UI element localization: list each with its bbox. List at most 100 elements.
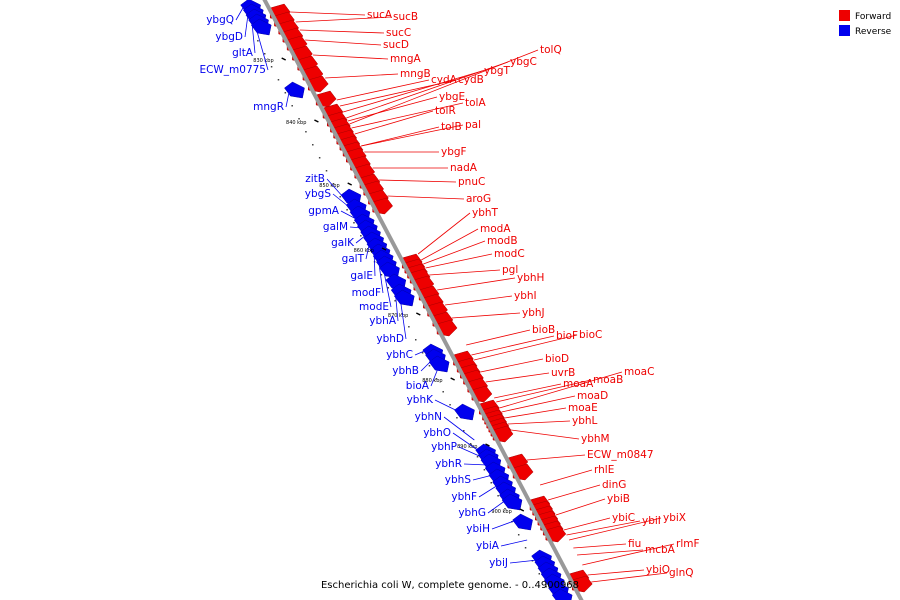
forward-gene-leader: [361, 124, 464, 147]
forward-gene-label: mngB: [400, 68, 431, 80]
forward-gene-leader: [379, 179, 457, 183]
scale-tick-label: 840 kbp: [286, 120, 306, 126]
reverse-gene-leader: [478, 484, 499, 498]
reverse-gene-label: ybhF: [451, 491, 477, 503]
scale-minor-dot: [270, 66, 273, 68]
reverse-gene-label: galE: [350, 270, 373, 282]
forward-gene-label: cydA: [431, 74, 458, 86]
scale-minor-dot: [353, 222, 355, 224]
forward-gene-label: ybgT: [484, 65, 511, 77]
scale-minor-dot: [449, 404, 451, 406]
scale-tick-label: 830 kbp: [253, 58, 273, 64]
reverse-gene-label: ybhS: [445, 474, 472, 486]
scale-tick-mark: [281, 57, 287, 61]
forward-gene-leader: [325, 73, 399, 79]
scale-minor-dot: [517, 534, 520, 536]
reverse-gene-leader: [443, 416, 475, 441]
scale-minor-dot: [442, 391, 444, 393]
reverse-gene-label: ECW_m0775: [199, 64, 266, 76]
reverse-gene-label: ybhN: [415, 411, 442, 423]
reverse-gene-leader: [500, 539, 528, 547]
reverse-gene-leader: [420, 359, 433, 372]
forward-gene-leader: [417, 212, 471, 255]
reverse-gene-label: ybgD: [215, 31, 243, 43]
forward-gene-leader: [336, 79, 430, 101]
reverse-gene-leader: [244, 11, 249, 38]
forward-gene-leader: [347, 96, 438, 122]
forward-gene-label: modA: [480, 223, 511, 235]
forward-gene-leader: [299, 29, 385, 34]
reverse-gene-leader: [254, 24, 269, 71]
forward-gene-label: glnQ: [669, 567, 694, 579]
scale-minor-dot: [277, 79, 280, 81]
scale-minor-dot: [469, 443, 472, 445]
scale-minor-dot: [408, 326, 410, 328]
forward-legend-swatch: [839, 10, 850, 21]
forward-gene-label: ybhL: [572, 415, 598, 427]
forward-gene-leader: [313, 54, 389, 60]
reverse-gene-label: galK: [331, 237, 355, 249]
reverse-gene-arrow: [512, 513, 533, 531]
scale-minor-dot: [284, 92, 287, 94]
scale-tick-label: 900 kbp: [491, 509, 511, 515]
reverse-gene-leader: [332, 193, 354, 211]
forward-gene-label: modB: [487, 235, 518, 247]
genome-caption: Escherichia coli W, complete genome. - 0…: [321, 580, 579, 591]
scale-tick-mark: [485, 443, 490, 447]
forward-gene-leader: [425, 253, 493, 269]
reverse-gene-leader: [235, 4, 245, 21]
reverse-gene-leader: [285, 89, 290, 108]
scale-minor-dot: [463, 430, 465, 432]
forward-legend-label: Forward: [855, 12, 891, 22]
genome-backbone: [262, 0, 584, 600]
reverse-gene-arrow: [250, 18, 272, 36]
scale-minor-dot: [545, 586, 547, 588]
forward-gene-leader: [569, 517, 662, 541]
reverse-gene-leader: [326, 178, 351, 206]
forward-gene-label: mcbA: [645, 544, 676, 556]
scale-minor-dot: [421, 352, 424, 354]
forward-gene-label: ybiB: [607, 493, 630, 505]
scale-tick-mark: [347, 182, 353, 186]
forward-gene-label: pgl: [502, 264, 518, 276]
forward-gene-label: ybhI: [514, 290, 537, 302]
forward-gene-label: moaE: [568, 402, 598, 414]
scale-tick-mark: [381, 247, 387, 251]
reverse-gene-label: ybiA: [476, 540, 500, 552]
forward-gene-leader: [466, 329, 531, 346]
reverse-gene-arrow: [501, 493, 523, 511]
forward-gene-leader: [480, 358, 544, 373]
forward-gene-label: ybgF: [441, 146, 467, 158]
forward-gene-label: nadA: [450, 162, 478, 174]
reverse-gene-leader: [377, 257, 384, 294]
reverse-gene-label: ybhD: [376, 333, 404, 345]
reverse-gene-label: mngR: [253, 101, 284, 113]
scale-minor-dot: [298, 118, 300, 120]
scale-minor-dot: [504, 508, 506, 510]
forward-gene-leader: [343, 70, 483, 113]
forward-gene-leader: [349, 49, 539, 125]
reverse-gene-leader: [382, 266, 392, 308]
scale-minor-dot: [483, 469, 486, 471]
forward-gene-leader: [507, 420, 571, 425]
forward-gene-leader: [423, 240, 486, 265]
forward-gene-label: bioB: [532, 324, 555, 336]
reverse-gene-label: ybhC: [386, 349, 413, 361]
scale-minor-dot: [497, 495, 499, 497]
scale-minor-dot: [325, 170, 328, 172]
forward-gene-leader: [295, 16, 392, 23]
forward-gene-leader: [305, 39, 382, 46]
scale-minor-dot: [257, 40, 259, 42]
reverse-gene-leader: [414, 349, 427, 356]
reverse-gene-label: gpmA: [308, 205, 340, 217]
forward-gene-label: ybgE: [439, 91, 465, 103]
reverse-gene-label: ybhA: [369, 315, 397, 327]
forward-gene-label: ybhT: [472, 207, 499, 219]
scale-minor-dot: [538, 573, 541, 575]
forward-gene-leader: [547, 484, 601, 501]
forward-gene-label: bioF: [556, 330, 578, 342]
legend: Forward Reverse: [839, 10, 892, 37]
scale-tick-mark: [415, 312, 421, 316]
